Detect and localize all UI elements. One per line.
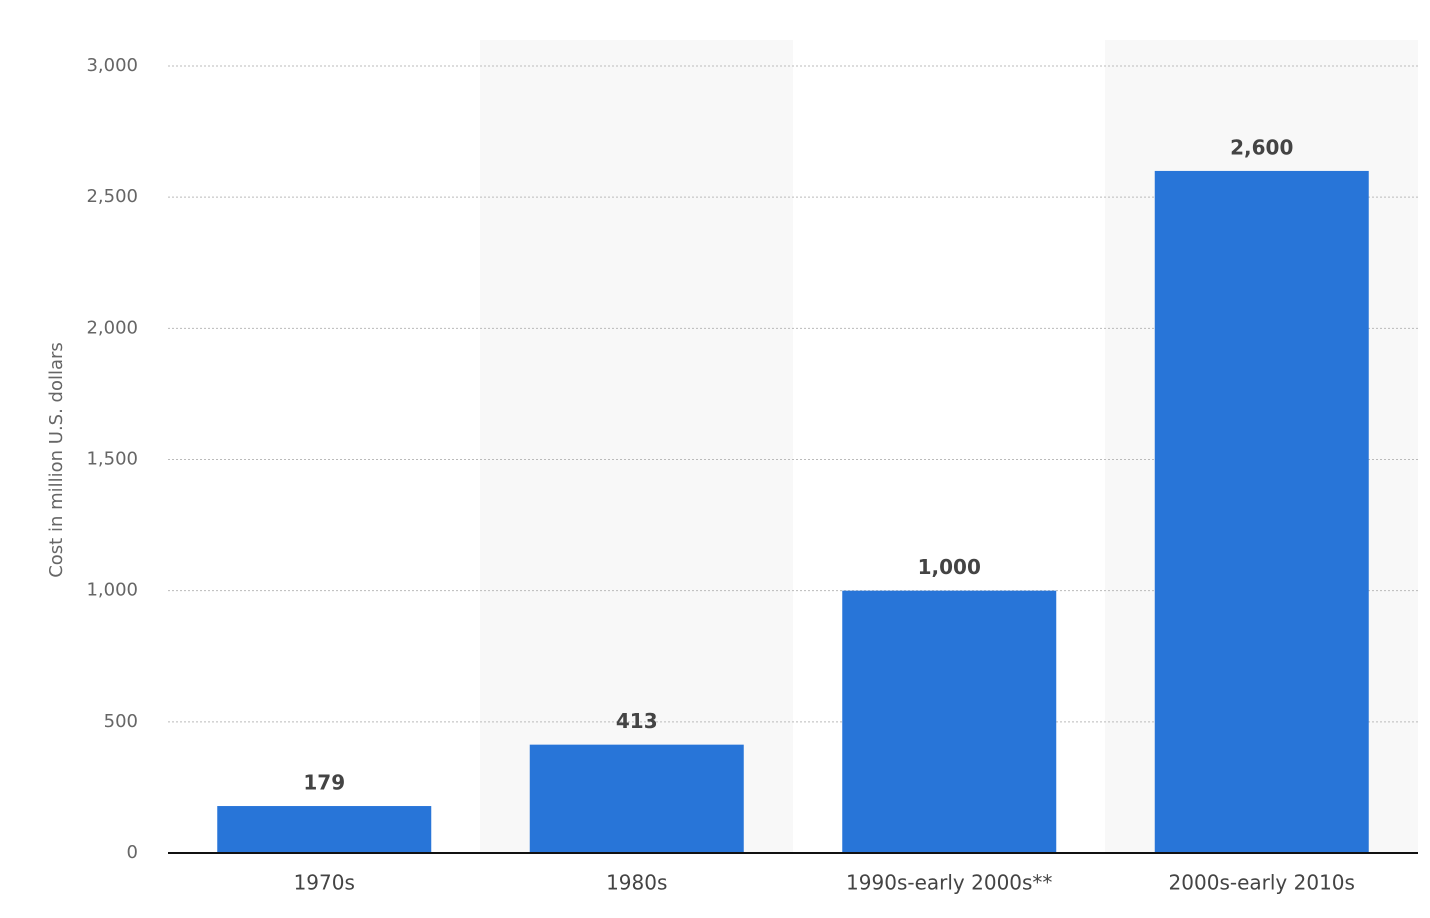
bar <box>1154 170 1369 853</box>
value-label: 413 <box>616 709 658 733</box>
value-label: 179 <box>303 771 345 795</box>
y-tick-label: 2,000 <box>86 317 138 338</box>
bar <box>842 590 1057 853</box>
y-axis-label: Cost in million U.S. dollars <box>46 342 67 578</box>
bar <box>217 806 432 853</box>
x-tick-label: 1980s <box>606 871 667 895</box>
band-shade <box>480 40 793 853</box>
x-tick-label: 1970s <box>294 871 355 895</box>
value-label: 1,000 <box>918 555 981 579</box>
x-tick-label: 1990s-early 2000s** <box>846 871 1052 895</box>
y-tick-label: 1,500 <box>86 449 138 470</box>
y-tick-label: 500 <box>104 711 138 732</box>
y-tick-label: 0 <box>127 842 138 863</box>
y-tick-label: 3,000 <box>86 55 138 76</box>
value-label: 2,600 <box>1230 135 1293 159</box>
y-tick-label: 1,000 <box>86 580 138 601</box>
y-tick-label: 2,500 <box>86 186 138 207</box>
x-tick-label: 2000s-early 2010s <box>1169 871 1355 895</box>
bar <box>529 744 744 853</box>
